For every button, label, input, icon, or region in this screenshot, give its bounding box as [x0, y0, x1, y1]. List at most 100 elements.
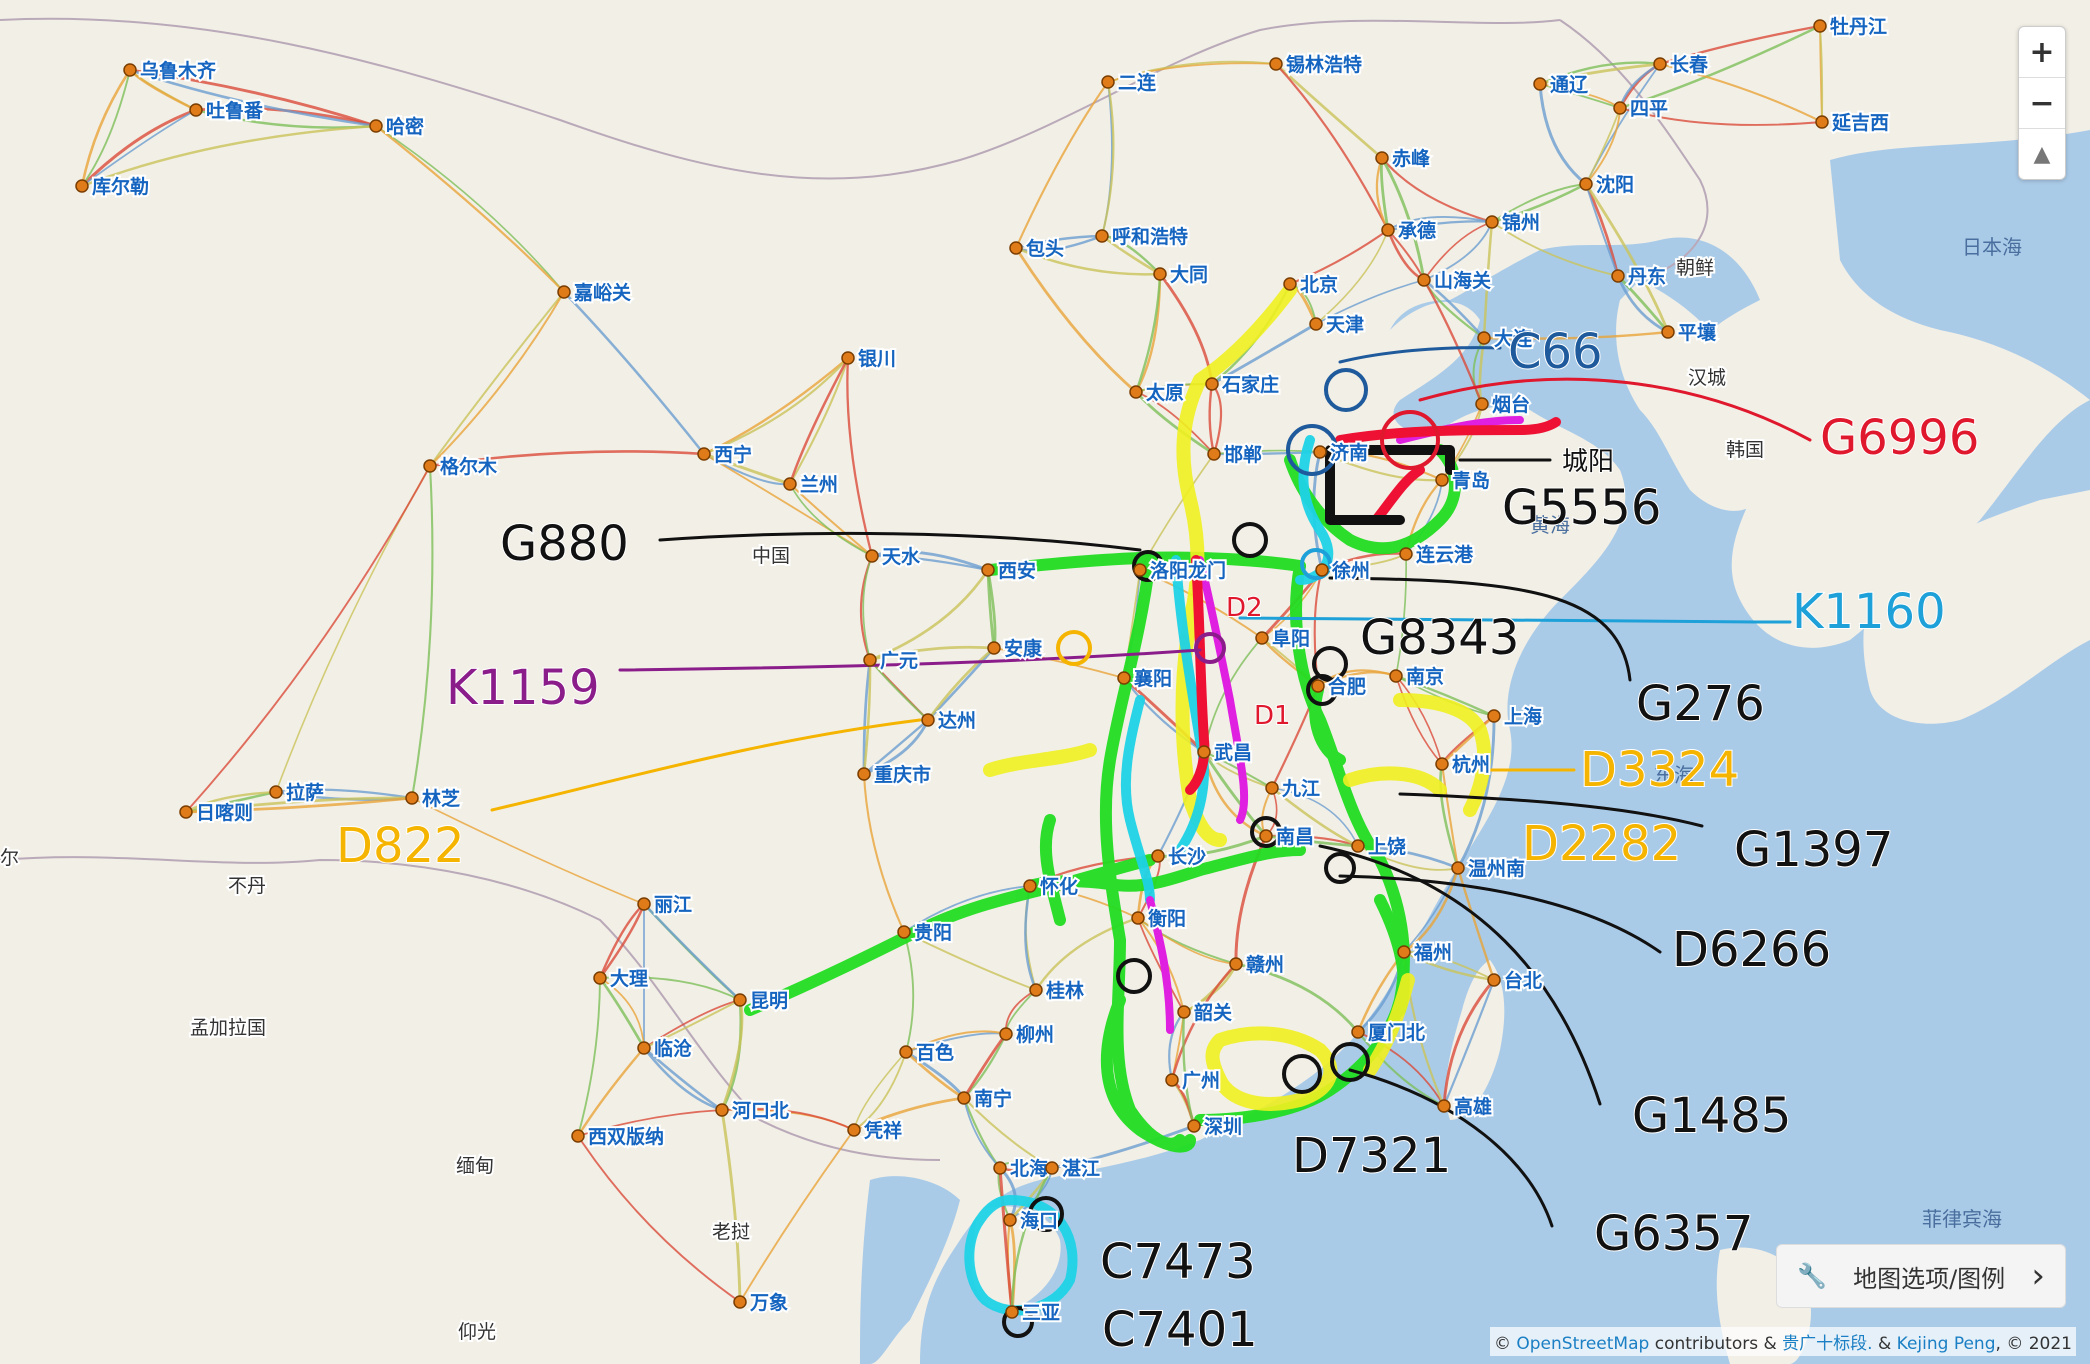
zoom-out-button[interactable]: − [2019, 78, 2065, 129]
city-marker[interactable] [1813, 19, 1827, 33]
city-marker[interactable] [957, 1091, 971, 1105]
city-marker[interactable] [1399, 547, 1413, 561]
city-marker[interactable] [1417, 273, 1431, 287]
city-marker[interactable] [1283, 277, 1297, 291]
city-marker[interactable] [987, 641, 1001, 655]
city-marker[interactable] [733, 1295, 747, 1309]
city-label: 锦州 [1502, 211, 1540, 234]
city-marker[interactable] [999, 1027, 1013, 1041]
city-marker[interactable] [1437, 1099, 1451, 1113]
city-marker[interactable] [1315, 563, 1329, 577]
city-marker[interactable] [1487, 973, 1501, 987]
city-marker[interactable] [1197, 745, 1211, 759]
osm-link[interactable]: OpenStreetMap [1516, 1334, 1650, 1354]
city-marker[interactable] [733, 993, 747, 1007]
city-marker[interactable] [189, 103, 203, 117]
city-marker[interactable] [1485, 215, 1499, 229]
city-marker[interactable] [697, 447, 711, 461]
city-marker[interactable] [1151, 849, 1165, 863]
city-marker[interactable] [1311, 679, 1325, 693]
city-marker[interactable] [75, 179, 89, 193]
city-marker[interactable] [899, 1045, 913, 1059]
city-marker[interactable] [1095, 229, 1109, 243]
city-marker[interactable] [1207, 447, 1221, 461]
city-marker[interactable] [847, 1123, 861, 1137]
city-marker[interactable] [863, 653, 877, 667]
city-marker[interactable] [1009, 241, 1023, 255]
city-marker[interactable] [1487, 709, 1501, 723]
city-marker[interactable] [405, 791, 419, 805]
city-marker[interactable] [1451, 861, 1465, 875]
city-marker[interactable] [841, 351, 855, 365]
city-marker[interactable] [715, 1103, 729, 1117]
city-marker[interactable] [1029, 983, 1043, 997]
city-marker[interactable] [1023, 879, 1037, 893]
city-marker[interactable] [1133, 563, 1147, 577]
city-marker[interactable] [1579, 177, 1593, 191]
city-marker[interactable] [897, 925, 911, 939]
map-options-button[interactable]: 🔧 地图选项/图例 › [1776, 1244, 2066, 1308]
city-marker[interactable] [865, 549, 879, 563]
zoom-in-button[interactable]: + [2019, 27, 2065, 78]
city-marker[interactable] [1309, 317, 1323, 331]
city-marker[interactable] [1477, 331, 1491, 345]
city-marker[interactable] [1265, 781, 1279, 795]
city-marker[interactable] [123, 63, 137, 77]
city-marker[interactable] [1187, 1119, 1201, 1133]
city-marker[interactable] [1117, 671, 1131, 685]
city-marker[interactable] [1153, 267, 1167, 281]
city-marker[interactable] [1381, 223, 1395, 237]
city-marker[interactable] [1375, 151, 1389, 165]
city-marker[interactable] [423, 459, 437, 473]
city-marker[interactable] [637, 897, 651, 911]
city-marker[interactable] [1351, 1025, 1365, 1039]
city-marker[interactable] [1229, 957, 1243, 971]
city-marker[interactable] [1255, 631, 1269, 645]
railway-link[interactable]: 贵广十标段. [1782, 1334, 1873, 1354]
city-label: 二连 [1118, 71, 1157, 94]
city-marker[interactable] [179, 805, 193, 819]
city-marker[interactable] [1131, 911, 1145, 925]
city-marker[interactable] [1003, 1213, 1017, 1227]
city-marker[interactable] [783, 477, 797, 491]
city-marker[interactable] [369, 119, 383, 133]
city-marker[interactable] [1653, 57, 1667, 71]
city-marker[interactable] [993, 1161, 1007, 1175]
city-marker[interactable] [857, 767, 871, 781]
city-marker[interactable] [1313, 445, 1327, 459]
city-marker[interactable] [557, 285, 571, 299]
city-marker[interactable] [1435, 473, 1449, 487]
city-marker[interactable] [571, 1129, 585, 1143]
city-marker[interactable] [1611, 269, 1625, 283]
city-marker[interactable] [637, 1041, 651, 1055]
city-marker[interactable] [1389, 669, 1403, 683]
city-marker[interactable] [1613, 101, 1627, 115]
city-marker[interactable] [269, 785, 283, 799]
city-marker[interactable] [1205, 377, 1219, 391]
city-marker[interactable] [1045, 1161, 1059, 1175]
city-marker[interactable] [1129, 385, 1143, 399]
city-marker[interactable] [1435, 757, 1449, 771]
city-marker[interactable] [1259, 829, 1273, 843]
city-marker[interactable] [1397, 945, 1411, 959]
city-marker[interactable] [1475, 397, 1489, 411]
city-marker[interactable] [1815, 115, 1829, 129]
city-marker[interactable] [921, 713, 935, 727]
rail-line [993, 647, 1125, 679]
city-marker[interactable] [1533, 77, 1547, 91]
city-marker[interactable] [1177, 1005, 1191, 1019]
city-marker[interactable] [1269, 57, 1283, 71]
city-marker[interactable] [1661, 325, 1675, 339]
city-marker[interactable] [1101, 75, 1115, 89]
city-marker[interactable] [1005, 1305, 1019, 1319]
rail-line [862, 772, 906, 934]
author-link[interactable]: Kejing Peng [1896, 1334, 1996, 1354]
city-marker[interactable] [1165, 1073, 1179, 1087]
city-marker[interactable] [981, 563, 995, 577]
compass-button[interactable]: ▲ [2033, 141, 2051, 167]
rail-line [577, 1135, 741, 1303]
city-marker[interactable] [593, 971, 607, 985]
city-marker[interactable] [1351, 839, 1365, 853]
